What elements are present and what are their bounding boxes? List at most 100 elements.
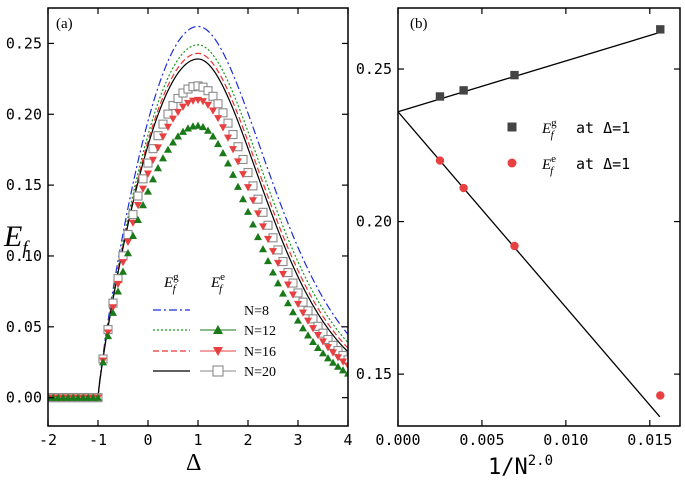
x-tick-label: 0.005 <box>459 431 504 449</box>
x-tick-label: -1 <box>89 431 107 449</box>
point <box>208 91 218 101</box>
legend-suffix: at Δ=1 <box>576 155 630 173</box>
y-tick-label: 0.20 <box>6 105 42 123</box>
series-n12-excited-markers <box>48 121 348 401</box>
legend-header-ground-base: E <box>163 275 173 291</box>
panel-a-frame <box>47 7 349 427</box>
point <box>194 121 202 129</box>
point <box>199 122 207 131</box>
legend-entry-label: N=8 <box>244 304 269 319</box>
x-tick-label: -2 <box>39 431 57 449</box>
legend-header-excited-sub: f <box>219 283 224 295</box>
point <box>119 267 127 275</box>
legend-entry-label: N=20 <box>244 365 276 380</box>
point <box>264 256 272 265</box>
point <box>154 164 162 172</box>
panel-b-xlabel-sup: 2.0 <box>528 453 553 469</box>
point <box>344 362 348 370</box>
legend-header-excited: Ee f <box>210 271 225 295</box>
point <box>184 99 192 108</box>
point <box>234 158 242 166</box>
panel-b-plot-area <box>397 25 665 418</box>
point <box>269 268 277 276</box>
series-n16-ground-line <box>48 52 348 399</box>
point <box>199 98 207 106</box>
point <box>228 129 238 140</box>
panel-a-xlabel: Δ <box>186 450 201 476</box>
panel-a-ylabel: Ef <box>3 220 30 259</box>
point <box>289 291 297 299</box>
point <box>344 369 348 377</box>
point <box>329 349 337 357</box>
panel-a-label: (a) <box>56 16 73 32</box>
point <box>143 158 153 168</box>
legend-suffix: at Δ=1 <box>576 119 630 137</box>
panel-a-ticks: -2 -1 0 1 2 3 4 0.00 0.05 0.10 0.15 0.20 0.25 <box>6 8 353 449</box>
point <box>164 145 172 153</box>
point <box>319 338 327 346</box>
point <box>138 174 148 184</box>
point <box>309 337 317 346</box>
y-tick-label: 0.25 <box>356 60 392 78</box>
point <box>299 309 307 317</box>
legend-entry-label: N=12 <box>244 324 276 339</box>
point <box>139 185 147 193</box>
legend-label-sub: f <box>551 129 556 141</box>
point <box>234 182 242 190</box>
ground-points <box>435 25 665 101</box>
point <box>259 223 267 231</box>
point <box>149 156 157 164</box>
legend-excited-marker <box>213 325 223 334</box>
point <box>114 280 122 289</box>
legend-header-ground-sub: f <box>173 283 178 295</box>
point <box>244 207 252 215</box>
point <box>144 170 152 178</box>
point <box>269 248 277 256</box>
point <box>219 124 227 132</box>
point <box>169 138 177 146</box>
point <box>128 210 138 220</box>
point <box>304 317 312 325</box>
point <box>204 126 212 134</box>
panel-b-ticks: 0.000 0.005 0.010 0.015 0.15 0.20 0.25 <box>356 8 680 449</box>
series-n20-excited-markers <box>48 81 348 403</box>
point <box>309 325 317 333</box>
panel-b-legend: Eg f at Δ=1Ee f at Δ=1 <box>507 117 630 177</box>
point <box>339 358 347 366</box>
series-n20-ground-line <box>48 58 348 399</box>
point <box>279 289 287 297</box>
legend-marker <box>507 122 517 132</box>
legend-header-excited-base: E <box>210 275 220 291</box>
y-tick-label: 0.20 <box>356 213 392 231</box>
legend-label-sup: g <box>551 117 557 129</box>
x-tick-label: 2 <box>243 431 252 449</box>
legend-excited-marker <box>212 365 224 377</box>
legend-header-excited-sup: e <box>220 271 225 283</box>
point <box>229 146 237 154</box>
point <box>94 393 102 401</box>
data-point <box>459 183 468 193</box>
point <box>134 215 142 224</box>
point <box>249 220 257 228</box>
point <box>214 139 222 148</box>
point <box>124 238 132 246</box>
point <box>114 287 122 295</box>
point <box>264 235 272 244</box>
data-point <box>459 86 468 95</box>
y-tick-label: 0.15 <box>356 365 392 383</box>
point <box>109 308 117 316</box>
panel-b-label: (b) <box>410 16 428 32</box>
x-tick-label: 3 <box>293 431 302 449</box>
panel-a-ylabel-base: E <box>3 220 22 253</box>
point <box>339 366 347 374</box>
point <box>239 195 247 203</box>
x-tick-label: 0.015 <box>627 431 672 449</box>
point <box>319 349 327 357</box>
point <box>209 132 217 140</box>
point <box>294 316 302 324</box>
point <box>189 97 197 105</box>
point <box>254 210 262 218</box>
y-tick-label: 0.10 <box>6 247 42 265</box>
point <box>289 308 297 316</box>
